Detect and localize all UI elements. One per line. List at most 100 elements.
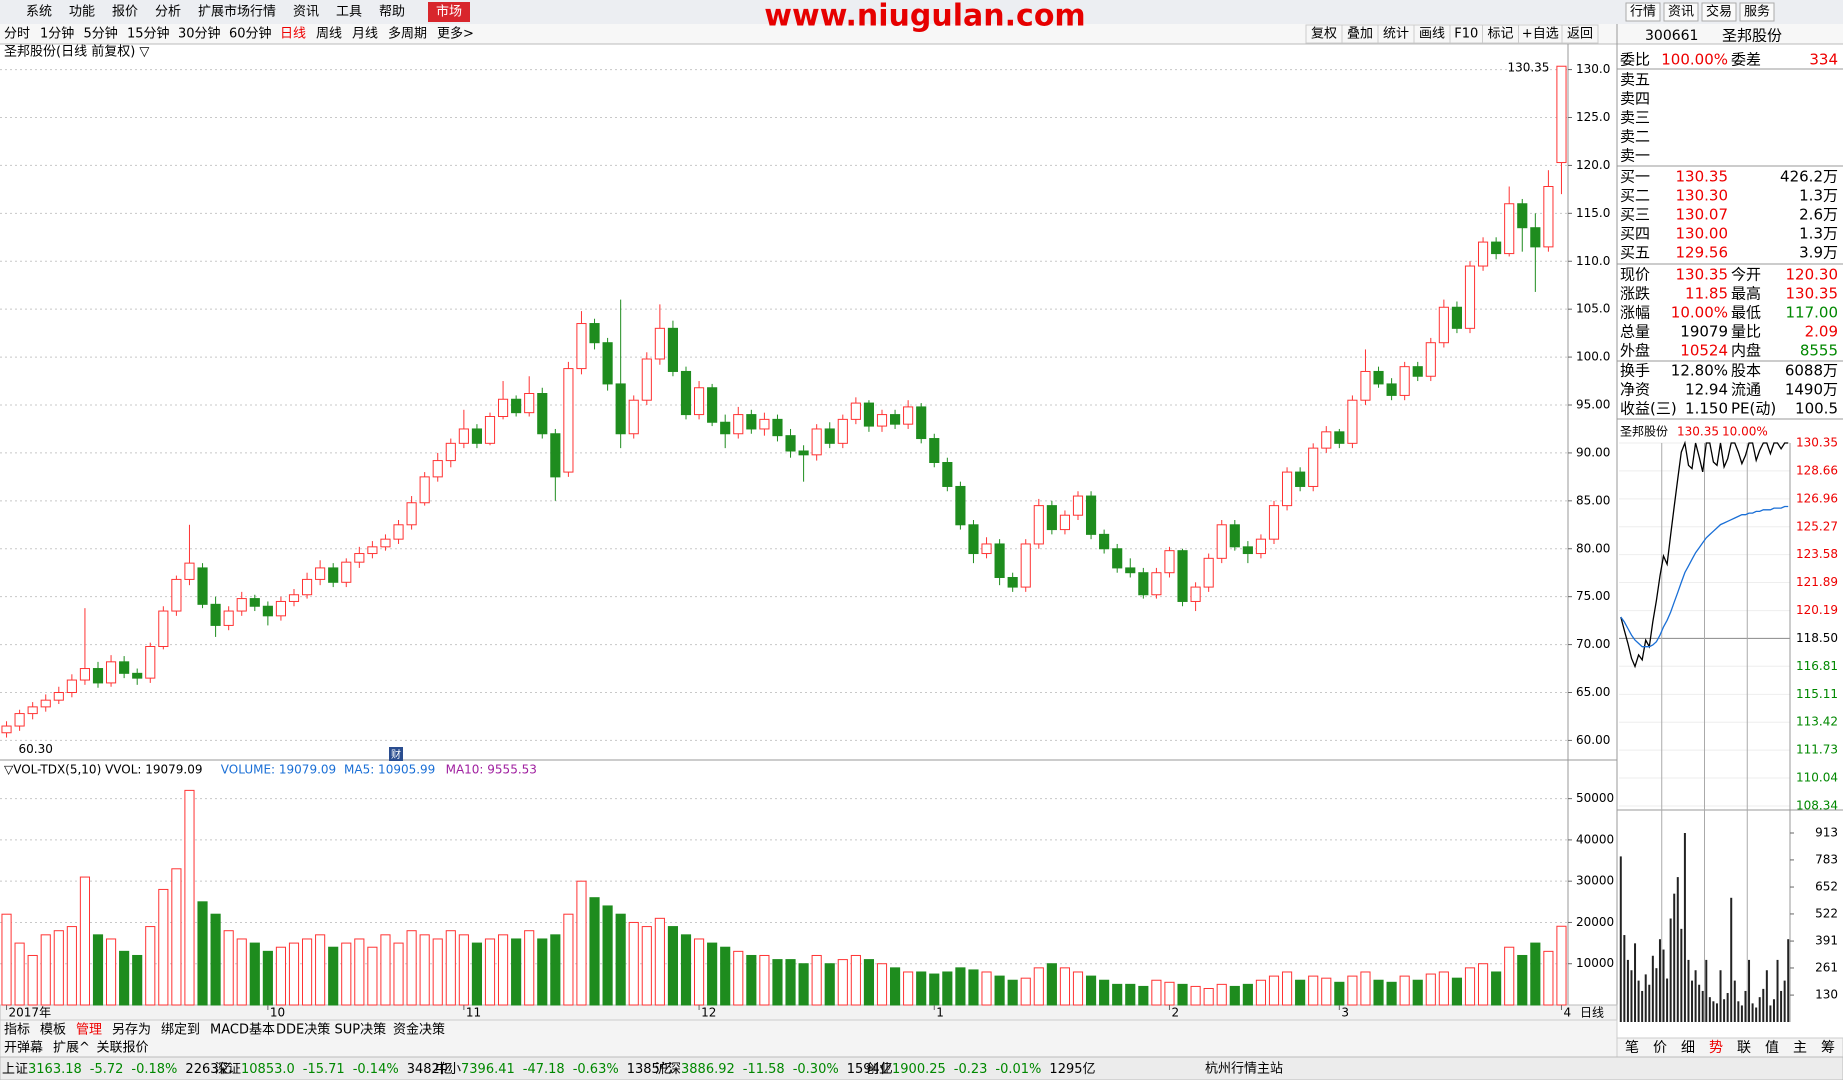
- y-tick-label: 80.00: [1576, 541, 1610, 555]
- candle-body: [419, 476, 430, 504]
- intraday-volume-bar: [1648, 984, 1651, 1022]
- intraday-volume-label: 652: [1815, 880, 1838, 894]
- candle-body: [1046, 505, 1057, 531]
- mini-tab[interactable]: 笔: [1625, 1040, 1639, 1056]
- mini-tab[interactable]: 势: [1709, 1040, 1723, 1056]
- candle-body: [380, 538, 391, 548]
- quote-cell: 委差: [1731, 51, 1761, 69]
- period[interactable]: 更多>: [437, 26, 474, 42]
- candle-body: [942, 462, 953, 487]
- volume-bar: [707, 942, 718, 1006]
- mini-tab[interactable]: 细: [1681, 1040, 1695, 1056]
- period[interactable]: 日线: [280, 27, 306, 42]
- candle-body: [79, 668, 91, 681]
- quote-cell: 卖二: [1620, 128, 1650, 146]
- period[interactable]: 周线: [316, 27, 342, 42]
- tool[interactable]: 标记: [1487, 27, 1513, 42]
- bottom-tab[interactable]: 资金决策: [393, 1022, 445, 1038]
- mini-tab[interactable]: 价: [1653, 1040, 1667, 1056]
- quote-cell: 最高: [1731, 285, 1761, 303]
- candle-body: [1112, 548, 1123, 569]
- bottom-tab[interactable]: 模板: [40, 1023, 66, 1038]
- menu-item[interactable]: 分析: [155, 5, 181, 20]
- volume-bar: [1125, 983, 1136, 1006]
- bottom-tab[interactable]: SUP决策: [335, 1022, 387, 1038]
- volume-bar: [1556, 925, 1567, 1006]
- intraday-volume-bar: [1691, 980, 1694, 1022]
- quote-cell: 117.00: [1786, 304, 1839, 322]
- tool[interactable]: 返回: [1567, 27, 1593, 42]
- menu-active: [428, 2, 470, 22]
- tool[interactable]: 统计: [1383, 27, 1409, 42]
- quote-cell: 1490万: [1785, 381, 1838, 399]
- volume-bar: [537, 938, 548, 1006]
- volume-bar: [1281, 971, 1293, 1006]
- bottom-tab[interactable]: 开弹幕: [4, 1041, 43, 1056]
- quote-cell: PE(动): [1731, 400, 1776, 418]
- intraday-volume-bar: [1740, 1005, 1743, 1022]
- period[interactable]: 月线: [352, 27, 378, 42]
- mini-tab[interactable]: 筹: [1821, 1039, 1835, 1056]
- candle-body: [798, 450, 809, 456]
- volume-bar: [262, 950, 273, 1006]
- bottom-tab[interactable]: 关联报价: [97, 1041, 149, 1056]
- index-part: 深证: [215, 1062, 241, 1077]
- chart-title: 圣邦股份(日线 前复权) ▽: [4, 44, 149, 60]
- low-label: 60.30: [19, 742, 53, 756]
- tool[interactable]: 叠加: [1347, 27, 1373, 42]
- bottom-tab[interactable]: 扩展^: [53, 1041, 90, 1056]
- menu-item[interactable]: 报价: [112, 5, 138, 20]
- mini-tab[interactable]: 主: [1793, 1040, 1807, 1056]
- menu-right[interactable]: 服务: [1744, 4, 1770, 20]
- tool[interactable]: 复权: [1311, 26, 1337, 42]
- candle-body: [1373, 370, 1384, 385]
- bottom-tab[interactable]: DDE决策: [276, 1022, 330, 1038]
- menu-right[interactable]: 资讯: [1668, 5, 1694, 20]
- bottom-tab[interactable]: 另存为: [112, 1023, 151, 1038]
- bottom-tab[interactable]: 管理: [76, 1023, 102, 1038]
- candle-body: [14, 713, 25, 727]
- volume-bar: [1138, 985, 1149, 1006]
- volume-bar: [367, 946, 378, 1006]
- volume-bar: [1216, 983, 1227, 1006]
- bottom-tab[interactable]: 指标: [4, 1023, 30, 1038]
- volume-bar: [275, 946, 287, 1006]
- period[interactable]: 30分钟: [178, 26, 221, 42]
- volume-bar: [1242, 983, 1253, 1006]
- mini-tab[interactable]: 值: [1765, 1040, 1779, 1056]
- candle-body: [615, 383, 626, 435]
- volume-bar: [981, 971, 992, 1006]
- candle-body: [968, 524, 979, 555]
- volume-bar: [759, 954, 770, 1006]
- menu-right[interactable]: 交易: [1706, 4, 1732, 20]
- intraday-tick-label: 118.50: [1796, 631, 1838, 645]
- menu-item[interactable]: 功能: [69, 5, 95, 20]
- period[interactable]: 60分钟: [229, 26, 272, 42]
- period[interactable]: 5分钟: [84, 26, 118, 42]
- period[interactable]: 1分钟: [40, 26, 74, 42]
- menu-item[interactable]: 市场: [436, 4, 462, 20]
- tool[interactable]: 画线: [1419, 27, 1445, 42]
- menu-item[interactable]: 帮助: [379, 5, 405, 20]
- intraday-volume-bar: [1673, 893, 1676, 1022]
- candle-body: [667, 327, 679, 372]
- quote-cell: 卖四: [1620, 90, 1650, 108]
- menu-item[interactable]: 系统: [26, 5, 52, 20]
- tool[interactable]: +自选: [1522, 27, 1559, 42]
- index-part: 1385亿: [627, 1062, 673, 1077]
- tool[interactable]: F10: [1454, 27, 1478, 42]
- mini-tab[interactable]: 联: [1737, 1040, 1751, 1056]
- menu-item[interactable]: 扩展市场行情: [198, 4, 276, 20]
- volume-bar: [733, 950, 744, 1006]
- period[interactable]: 分时: [4, 27, 30, 42]
- period[interactable]: 多周期: [388, 26, 427, 42]
- quote-cell: 3.9万: [1799, 244, 1838, 262]
- index-part: 10853.0: [241, 1062, 295, 1077]
- menu-item[interactable]: 工具: [336, 5, 362, 20]
- bottom-tab[interactable]: MACD基本: [210, 1023, 275, 1038]
- bottom-tab[interactable]: 绑定到: [161, 1023, 200, 1038]
- menu-right[interactable]: 行情: [1630, 5, 1656, 20]
- menu-item[interactable]: 资讯: [293, 5, 319, 20]
- candle-body: [628, 399, 639, 435]
- period[interactable]: 15分钟: [127, 26, 170, 42]
